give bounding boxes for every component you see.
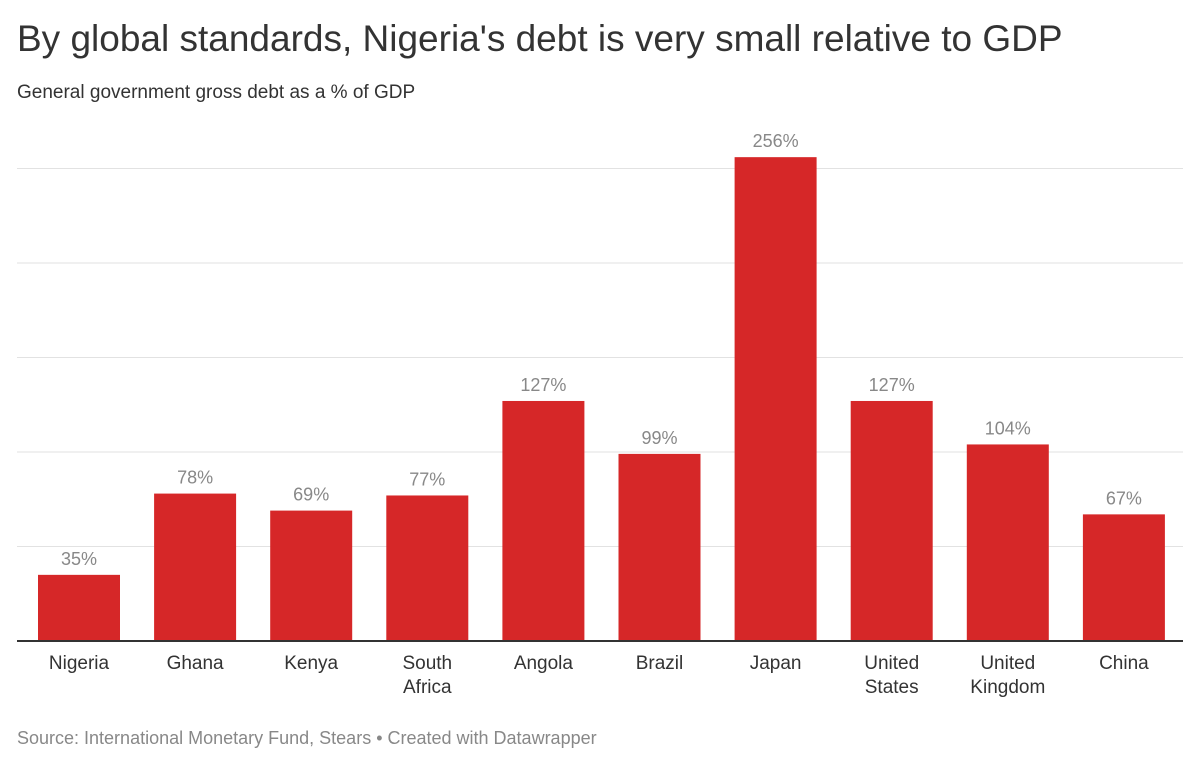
- bar: [618, 453, 701, 641]
- bar: [154, 493, 237, 641]
- data-label: 104%: [985, 418, 1031, 438]
- data-label: 77%: [409, 469, 445, 489]
- x-tick-label: Kenya: [284, 653, 338, 674]
- x-tick-label: Ghana: [167, 653, 224, 674]
- x-tick-label: Brazil: [636, 653, 684, 674]
- x-tick-label: United: [980, 653, 1035, 674]
- source-note: Source: International Monetary Fund, Ste…: [17, 728, 597, 748]
- chart-title: By global standards, Nigeria's debt is v…: [17, 18, 1063, 59]
- data-label: 69%: [293, 485, 329, 505]
- x-tick-label: Nigeria: [49, 653, 110, 674]
- x-tick-label: China: [1099, 653, 1149, 674]
- data-label: 127%: [869, 375, 915, 395]
- bar: [1082, 514, 1165, 641]
- bar: [502, 400, 585, 641]
- data-label: 99%: [641, 428, 677, 448]
- x-tick-label: South: [402, 653, 452, 674]
- bar: [966, 444, 1049, 641]
- x-tick-label: Japan: [750, 653, 802, 674]
- x-tick-label: Kingdom: [970, 677, 1045, 698]
- data-label: 127%: [520, 375, 566, 395]
- bar: [850, 400, 933, 641]
- chart-subtitle: General government gross debt as a % of …: [17, 82, 416, 103]
- bar: [38, 574, 120, 641]
- x-tick-label: United: [864, 653, 919, 674]
- bar: [734, 157, 817, 641]
- x-tick-label: States: [865, 677, 919, 698]
- data-label: 256%: [753, 131, 799, 151]
- data-label: 78%: [177, 468, 213, 488]
- bar: [270, 510, 353, 641]
- x-tick-label: Angola: [514, 653, 574, 674]
- bar: [386, 495, 469, 641]
- x-tick-label: Africa: [403, 677, 452, 698]
- data-label: 67%: [1106, 488, 1142, 508]
- data-label: 35%: [61, 549, 97, 569]
